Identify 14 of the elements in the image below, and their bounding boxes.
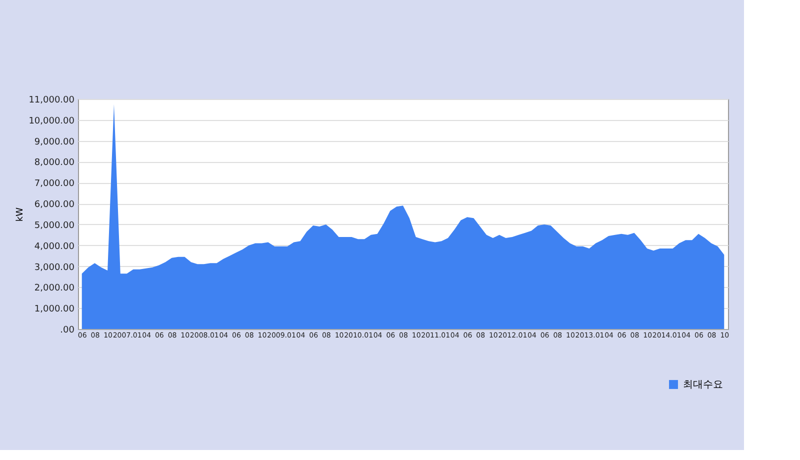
y-tick-label: 4,000.00 <box>34 242 75 252</box>
y-tick-label: 6,000.00 <box>34 200 75 210</box>
y-axis-title: kW <box>16 207 26 222</box>
y-tick-label: 8,000.00 <box>34 158 75 168</box>
y-tick-label: 9,000.00 <box>34 137 75 148</box>
y-tick-label: 7,000.00 <box>34 179 75 190</box>
y-tick-label: 5,000.00 <box>34 220 75 231</box>
y-tick-label: 10,000.00 <box>28 116 75 126</box>
y-tick-label: 2,000.00 <box>34 284 75 294</box>
y-tick-label: 11,000.00 <box>28 96 75 106</box>
legend-label: 최대수요 <box>683 380 723 390</box>
y-tick-label: .00 <box>60 326 75 336</box>
y-tick-label: 1,000.00 <box>34 304 75 315</box>
y-tick-label: 3,000.00 <box>34 262 75 273</box>
